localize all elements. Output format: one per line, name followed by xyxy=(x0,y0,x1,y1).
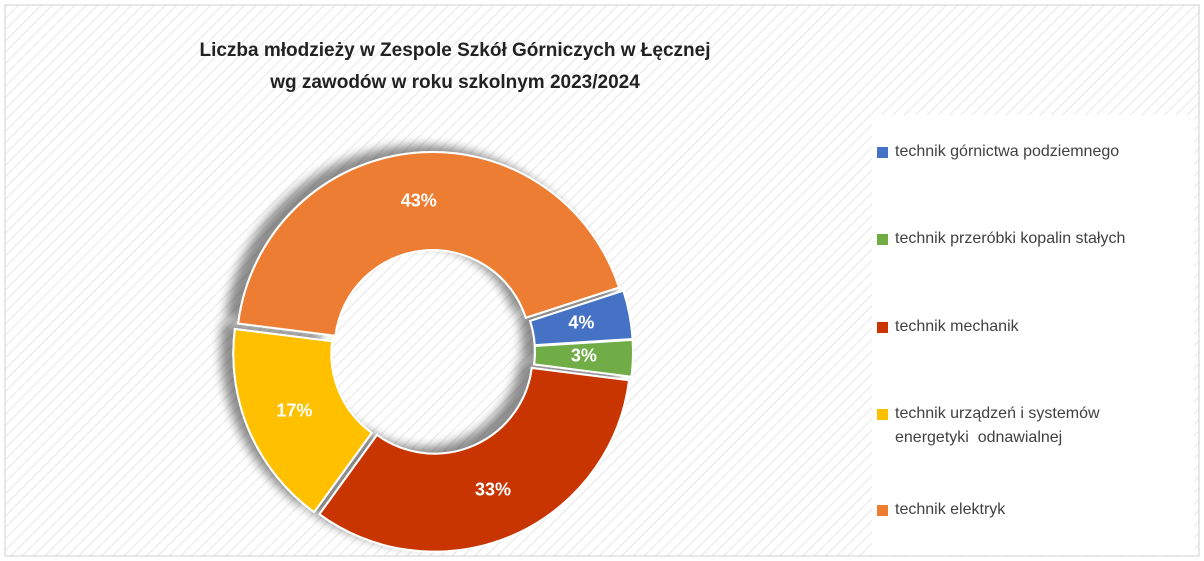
legend-swatch xyxy=(877,505,888,516)
data-label: 33% xyxy=(475,479,511,499)
legend-label: technik mechanik xyxy=(895,318,1019,335)
donut-segment xyxy=(533,338,634,378)
chart-subtitle: wg zawodów w roku szkolnym 2023/2024 xyxy=(270,72,640,93)
legend-label: technik górnictwa podziemnego xyxy=(895,143,1120,160)
legend-label: technik urządzeń i systemów energetyki o… xyxy=(895,405,1104,446)
legend-swatch xyxy=(877,409,888,420)
data-label: 3% xyxy=(571,345,597,365)
donut xyxy=(232,151,634,553)
data-label: 43% xyxy=(401,190,437,210)
legend-swatch xyxy=(877,147,888,158)
legend: technik górnictwa podziemnego technik prz… xyxy=(872,115,1194,555)
donut-segment xyxy=(237,151,621,337)
legend-swatch xyxy=(877,234,888,245)
data-label: 4% xyxy=(568,312,594,332)
legend-swatch xyxy=(877,322,888,333)
donut-segment xyxy=(317,366,631,553)
chart-title: Liczba młodzieży w Zespole Szkół Górnicz… xyxy=(199,40,711,61)
data-labels: 4% 3% 33% 17% 43% xyxy=(276,190,597,499)
data-label: 17% xyxy=(276,401,312,421)
legend-label: technik przeróbki kopalin stałych xyxy=(895,230,1126,247)
legend-label: technik elektryk xyxy=(895,501,1006,518)
donut-segment xyxy=(232,327,374,514)
